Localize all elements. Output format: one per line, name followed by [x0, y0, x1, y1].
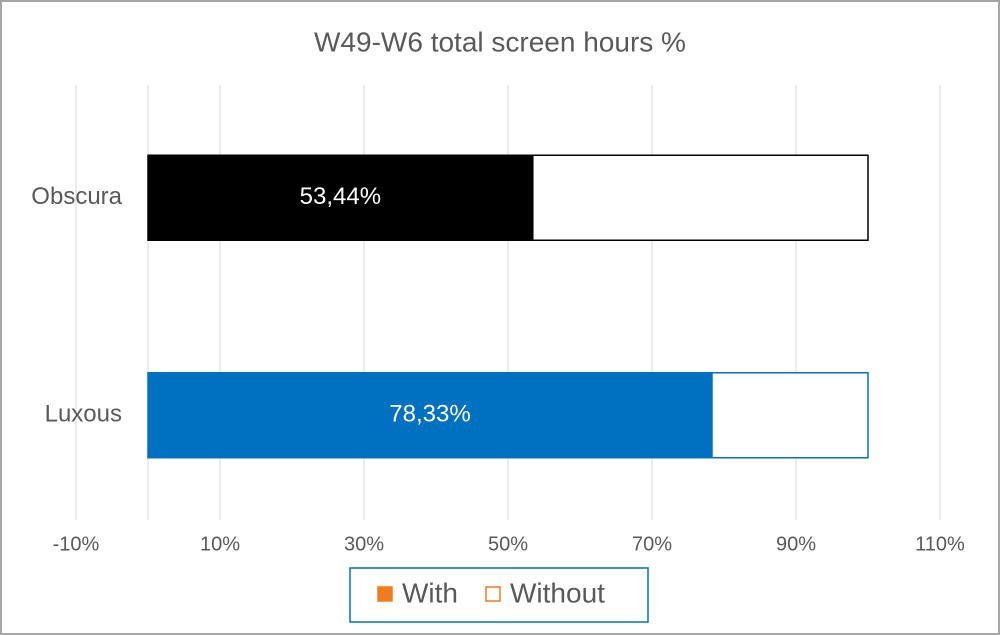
x-tick-label: 70% [632, 533, 672, 555]
bar-segment [532, 154, 869, 241]
x-tick-label: 50% [488, 533, 528, 555]
y-tick-label: Luxous [45, 401, 122, 428]
x-tick-label: 30% [344, 533, 384, 555]
x-tick-label: 110% [915, 533, 965, 555]
bar-segment [147, 372, 713, 459]
legend-label: With [402, 577, 458, 608]
x-tick-label: 90% [776, 533, 816, 555]
y-tick-label: Obscura [31, 183, 122, 210]
value-label: 53,44% [300, 183, 381, 210]
bar-segment [711, 372, 869, 459]
x-tick-label: -10% [53, 533, 100, 555]
legend-marker [485, 586, 501, 602]
value-label: 78,33% [389, 401, 470, 428]
chart-title: W49-W6 total screen hours % [314, 26, 686, 57]
x-tick-label: 10% [200, 533, 240, 555]
legend-label: Without [510, 577, 605, 608]
bar-segment [147, 154, 534, 241]
legend-marker [377, 586, 393, 602]
